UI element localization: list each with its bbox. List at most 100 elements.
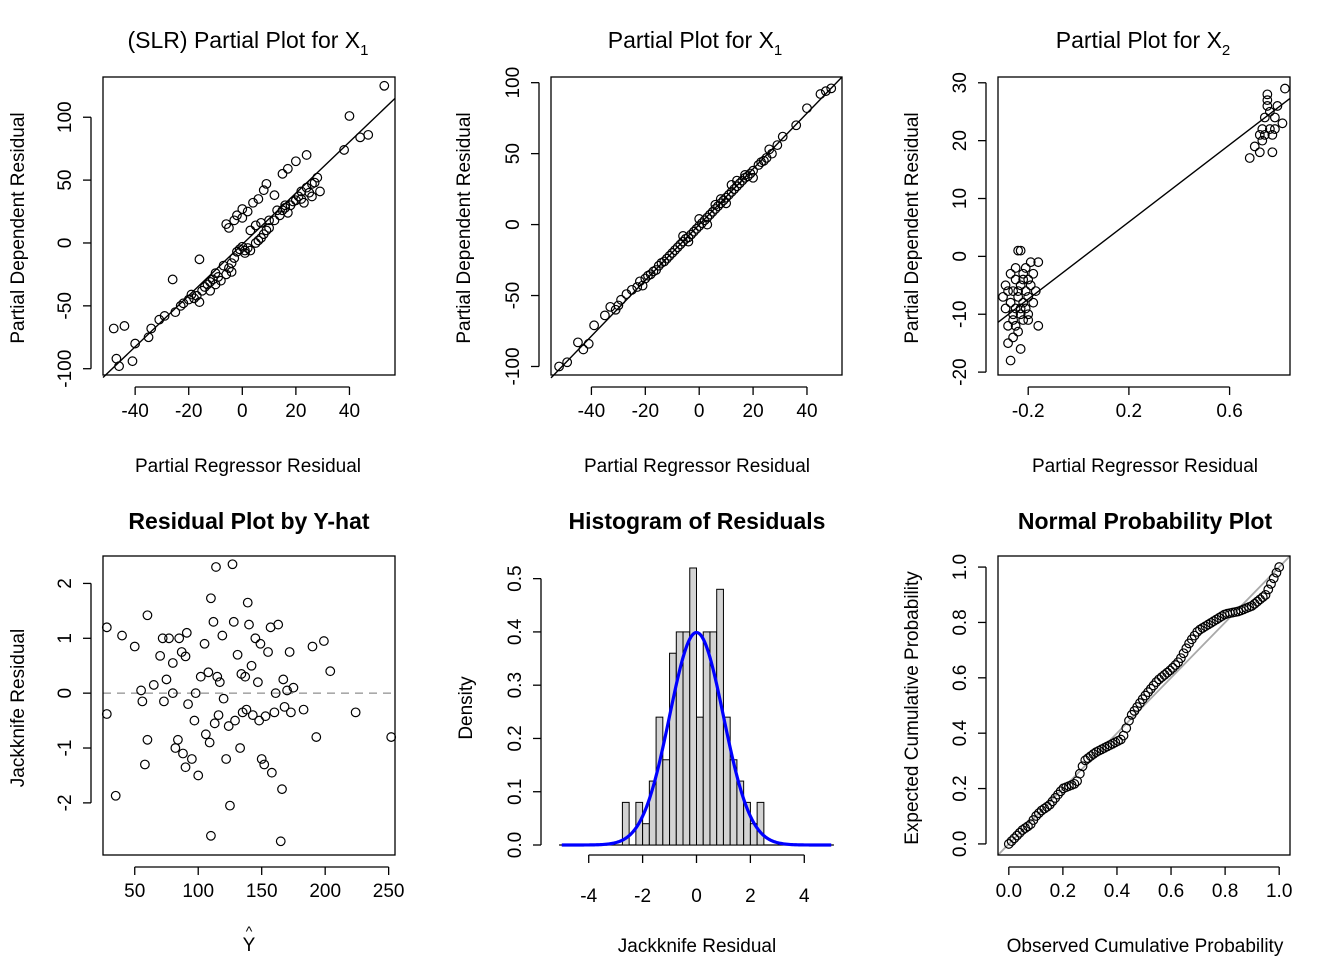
data-point <box>167 658 178 668</box>
histogram-bar <box>696 716 704 846</box>
data-point <box>764 144 775 155</box>
x-tick-label: 0.0 <box>996 881 1022 902</box>
data-point <box>379 80 390 91</box>
data-point <box>285 707 296 718</box>
data-point <box>1023 309 1034 320</box>
x-tick-label: 0 <box>237 401 248 422</box>
data-point <box>252 677 263 688</box>
data-point <box>1015 309 1026 320</box>
data-point <box>1013 291 1024 302</box>
data-point <box>554 361 564 372</box>
data-point <box>1151 677 1162 687</box>
data-point <box>218 693 229 704</box>
data-point <box>143 332 154 343</box>
data-point <box>277 168 288 179</box>
data-point <box>229 215 240 226</box>
data-point <box>210 268 221 279</box>
data-point <box>208 616 219 627</box>
x-tick-label: 200 <box>309 881 341 902</box>
data-point <box>142 734 153 745</box>
y-tick-label: -50 <box>503 282 524 309</box>
data-point <box>242 243 253 253</box>
data-point <box>1003 338 1013 349</box>
data-point <box>227 559 238 570</box>
histogram-bar <box>642 823 650 846</box>
data-point <box>203 667 214 678</box>
data-point <box>1018 315 1029 325</box>
data-point <box>260 711 271 722</box>
data-point <box>1008 286 1019 296</box>
data-point <box>1023 821 1033 832</box>
data-point <box>1010 320 1021 331</box>
data-point <box>263 647 273 657</box>
data-point <box>315 186 325 197</box>
data-point <box>155 650 166 661</box>
data-point <box>223 721 234 731</box>
data-point <box>715 198 726 209</box>
data-point <box>195 671 206 682</box>
data-point <box>1069 778 1080 789</box>
y-tick-label: 0.0 <box>950 831 971 857</box>
data-point <box>254 715 265 726</box>
data-point <box>664 250 675 261</box>
data-point <box>129 641 140 652</box>
panel-title: Partial Plot for X2 <box>1056 27 1231 59</box>
data-point <box>282 163 293 174</box>
data-point <box>1033 257 1044 268</box>
data-point <box>250 220 261 231</box>
y-tick-label: 0.4 <box>950 720 971 747</box>
axis-ticks: 0.0 0.2 0.4 0.6 0.8 1.0 0.0 0.2 0.4 0.6 0.8 1.0 <box>950 554 1292 902</box>
data-point <box>1023 291 1034 302</box>
data-point <box>791 120 802 131</box>
data-point <box>637 280 648 291</box>
x-tick-label: 40 <box>796 401 817 422</box>
data-point <box>312 172 323 183</box>
data-point <box>1020 263 1031 273</box>
data-point <box>136 685 146 696</box>
data-point <box>101 709 112 719</box>
data-point <box>1030 286 1041 296</box>
data-point <box>1148 680 1159 691</box>
histogram-bar <box>756 801 765 846</box>
data-point <box>1006 836 1017 847</box>
x-axis-label: Partial Regressor Residual <box>584 456 810 477</box>
y-tick-label: 100 <box>55 101 76 133</box>
data-point <box>232 210 242 221</box>
data-point <box>232 649 243 660</box>
data-point <box>1254 147 1265 158</box>
histogram-bar <box>702 631 711 846</box>
data-point <box>1010 274 1021 285</box>
data-point <box>307 641 318 652</box>
data-point <box>1274 562 1285 572</box>
data-point <box>215 275 226 286</box>
data-point <box>157 633 168 644</box>
data-point <box>1271 567 1282 578</box>
data-point <box>1042 801 1052 812</box>
data-point <box>589 320 600 331</box>
data-point <box>1025 280 1036 291</box>
data-point <box>190 688 201 699</box>
data-point <box>256 754 267 764</box>
data-point <box>1263 584 1274 595</box>
x-tick-label: 20 <box>743 401 764 422</box>
data-point <box>1018 274 1029 285</box>
data-point <box>284 647 295 657</box>
data-point <box>1167 662 1178 673</box>
data-point <box>1025 257 1036 268</box>
x-tick-label: 0.2 <box>1050 881 1076 902</box>
data-point <box>293 191 304 202</box>
data-point <box>1020 303 1031 314</box>
x-tick-label: 50 <box>124 881 145 902</box>
x-tick-label: 2 <box>745 886 756 907</box>
data-point <box>1262 89 1273 100</box>
y-tick-label: -20 <box>950 358 971 385</box>
data-point <box>296 194 307 204</box>
plot-marks <box>997 83 1291 366</box>
data-point <box>142 610 153 621</box>
data-point <box>1203 619 1214 630</box>
x-tick-label: 0.2 <box>1116 401 1142 422</box>
data-point <box>691 223 702 234</box>
x-tick-label: 0 <box>694 401 705 422</box>
y-axis-label: Expected Cumulative Probability <box>902 571 923 845</box>
data-point <box>264 222 274 233</box>
